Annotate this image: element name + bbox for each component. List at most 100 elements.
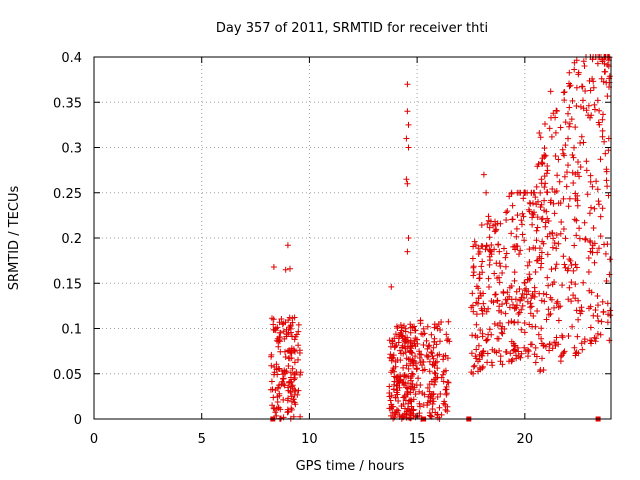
data-point [489, 362, 496, 369]
data-point [519, 231, 526, 238]
data-point [534, 163, 541, 170]
data-point [276, 333, 283, 340]
data-point [401, 392, 408, 399]
data-point [564, 169, 570, 176]
x-tick-label: 15 [409, 432, 426, 447]
data-point [565, 203, 572, 210]
y-tick-label: 0.25 [53, 187, 82, 202]
data-point [502, 263, 509, 270]
data-point [403, 355, 410, 362]
data-point [278, 316, 285, 322]
data-point [553, 188, 560, 194]
data-point [525, 206, 532, 213]
data-point [538, 201, 545, 208]
data-point [394, 379, 401, 385]
data-point [565, 296, 572, 303]
data-point [600, 111, 606, 118]
data-point [573, 103, 580, 109]
data-point [597, 156, 604, 163]
data-point [435, 321, 442, 328]
data-point [555, 200, 562, 207]
data-point [586, 77, 593, 84]
data-point [397, 372, 404, 379]
data-point [542, 152, 549, 159]
data-point [573, 232, 580, 239]
data-point [277, 329, 284, 336]
data-point [287, 265, 293, 272]
data-point [549, 244, 556, 251]
data-point [501, 245, 507, 252]
data-point [403, 135, 410, 142]
data-point [568, 262, 575, 268]
data-point [600, 309, 607, 316]
data-point [488, 331, 495, 338]
data-point [434, 412, 441, 418]
data-point [529, 214, 536, 221]
data-point [545, 282, 552, 289]
data-point [500, 290, 507, 296]
data-point [433, 375, 439, 381]
data-point [445, 318, 452, 325]
data-point [570, 292, 577, 299]
data-point [568, 116, 575, 123]
data-point [292, 375, 298, 381]
data-point [386, 383, 393, 390]
data-point [563, 183, 570, 190]
data-point [532, 269, 539, 275]
data-point [407, 321, 414, 328]
data-point [484, 359, 491, 366]
data-point [580, 139, 587, 146]
data-point [490, 299, 497, 306]
data-point [434, 414, 441, 421]
data-point [409, 371, 416, 378]
data-point [437, 327, 444, 333]
data-point [407, 329, 414, 336]
data-point [594, 60, 601, 67]
data-point [440, 371, 446, 378]
data-point [538, 325, 545, 332]
data-point [424, 353, 431, 360]
data-point [431, 381, 438, 388]
data-point [287, 322, 294, 329]
data-point [576, 235, 583, 242]
data-point [559, 334, 566, 341]
data-point [575, 316, 582, 323]
data-point [277, 406, 284, 413]
data-point [420, 402, 427, 408]
grid-lines [94, 57, 611, 419]
data-point [533, 257, 540, 264]
data-point [604, 319, 611, 326]
data-point [270, 264, 277, 270]
data-point [419, 390, 426, 397]
data-point [552, 129, 559, 136]
data-point [469, 332, 476, 339]
data-point [401, 373, 408, 380]
data-point [437, 338, 443, 345]
data-point [570, 267, 577, 274]
data-point [445, 336, 452, 342]
data-point [557, 353, 564, 360]
data-point [403, 411, 410, 418]
data-point [508, 190, 515, 197]
data-point [495, 335, 502, 342]
data-point [542, 343, 549, 350]
data-point [521, 189, 528, 196]
data-point [555, 156, 562, 163]
data-point [542, 121, 548, 127]
data-point [423, 337, 430, 344]
data-point [429, 406, 436, 412]
data-point [571, 216, 578, 223]
data-point [519, 290, 526, 297]
data-point [285, 387, 292, 394]
x-tick-label: 10 [301, 432, 318, 447]
data-point [503, 209, 510, 216]
data-point [431, 362, 438, 369]
data-point [553, 339, 559, 346]
data-point [584, 191, 591, 198]
data-point [407, 337, 414, 344]
data-point [431, 369, 438, 376]
data-point [475, 368, 481, 375]
data-point [520, 195, 527, 202]
data-point [292, 401, 299, 408]
data-point [410, 362, 417, 369]
